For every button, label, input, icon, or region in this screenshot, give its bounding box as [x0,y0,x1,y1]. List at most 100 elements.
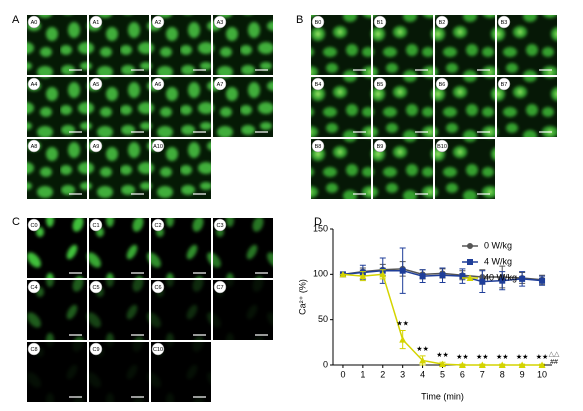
data-point [359,272,367,280]
image-label-badge [497,77,511,91]
image-label-badge [89,139,103,153]
data-point [479,278,486,285]
x-tick-label: 1 [360,369,365,379]
x-tick-label: 5 [440,369,445,379]
image-label-badge [213,77,227,91]
image-label: B2 [439,20,446,26]
image-label: B5 [377,82,384,88]
image-label: B7 [501,82,508,88]
image-label-badge [89,280,103,294]
image-label: C2 [154,223,161,229]
data-point [518,361,526,368]
panel-label: D [314,216,322,228]
image-label-badge [373,15,387,29]
image-label-badge [151,218,165,232]
legend-marker [467,243,473,249]
x-tick-label: 6 [460,369,465,379]
image-label-badge [373,77,387,91]
legend-label: 0 W/kg [484,240,512,250]
image-label-badge [497,15,511,29]
data-point [439,360,446,368]
image-label: C10 [153,347,163,353]
image-label-badge [373,139,387,153]
legend-label: 40 W/kg [484,272,517,282]
image-label: B8 [315,144,322,150]
data-point [478,361,486,368]
image-label-badge [89,342,103,356]
significance-mark: ★★ [476,353,489,361]
data-point [519,275,526,282]
data-point [459,273,466,280]
x-axis-label: Time (min) [421,391,464,401]
data-point [399,336,407,343]
image-label: B0 [315,20,322,26]
significance-mark: ★★ [436,351,449,359]
panel-label: C [12,216,20,228]
image-label: C5 [92,285,99,291]
image-label: B9 [377,144,384,150]
image-label-badge [27,77,41,91]
panel-label: B [296,14,303,26]
image-label-badge [27,139,41,153]
image-label-badge [151,342,165,356]
x-tick-label: 9 [520,369,525,379]
data-point [399,267,406,274]
image-label-badge [213,280,227,294]
image-label: B4 [315,82,322,88]
image-label-badge [27,218,41,232]
y-tick-label: 100 [313,269,328,279]
image-label: A10 [153,144,163,150]
data-point [458,361,466,368]
image-label: B6 [439,82,446,88]
legend-marker [467,259,473,265]
image-label: A9 [93,144,100,150]
significance-mark: ★★ [396,319,409,327]
image-label-badge [151,139,165,153]
image-label: A0 [31,20,38,26]
data-point [419,356,427,364]
y-tick-label: 50 [318,314,328,324]
image-label: C0 [30,223,37,229]
significance-mark: △△ [549,351,560,358]
panel-label: A [12,14,20,26]
image-label-badge [213,15,227,29]
x-tick-label: 10 [537,369,547,379]
x-tick-label: 2 [380,369,385,379]
image-label: C6 [154,285,161,291]
image-label-badge [311,139,325,153]
image-label: A4 [31,82,38,88]
image-label-badge [27,280,41,294]
image-label: A2 [155,20,162,26]
image-label: A5 [93,82,100,88]
significance-mark: ★★ [456,353,469,361]
image-label: A6 [155,82,162,88]
significance-mark: ★★ [536,353,549,361]
image-label-badge [89,77,103,91]
data-point [339,270,347,278]
image-label-badge [311,77,325,91]
image-label: B1 [377,20,384,26]
image-label: C7 [216,285,223,291]
significance-mark: ## [550,359,558,366]
image-label-badge [435,15,449,29]
image-label: C8 [30,347,37,353]
legend-label: 4 W/kg [484,256,512,266]
image-label-badge [213,218,227,232]
image-label: B10 [437,144,447,150]
significance-mark: ★★ [416,345,429,353]
y-tick-label: 150 [313,223,328,233]
significance-mark: ★★ [516,353,529,361]
image-label-badge [89,218,103,232]
data-point [539,277,546,284]
data-point [499,277,506,284]
legend-marker [466,274,474,281]
data-point [439,272,446,279]
x-tick-label: 3 [400,369,405,379]
image-label: B3 [501,20,508,26]
significance-mark: ★★ [496,353,509,361]
image-label: A7 [217,82,224,88]
image-label-badge [435,77,449,91]
y-tick-label: 0 [323,359,328,369]
x-tick-label: 4 [420,369,425,379]
